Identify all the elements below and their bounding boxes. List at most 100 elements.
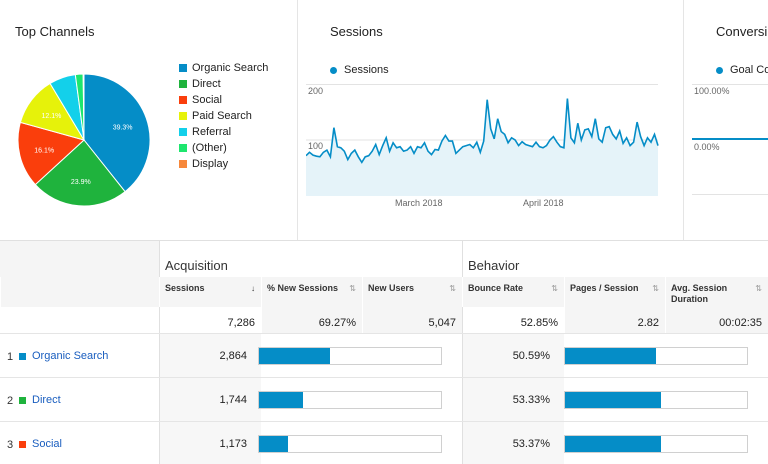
conversions-legend: Goal Co: [716, 64, 768, 76]
table-row: 2 Direct 1,744 53.33%: [0, 377, 768, 421]
row-color-swatch: [19, 353, 26, 360]
header-avg-session-duration[interactable]: Avg. Session Duration ⇅: [665, 277, 768, 307]
new-sessions-bar-fill: [259, 436, 289, 452]
top-channels-title: Top Channels: [15, 24, 95, 39]
total-pages-per-session: 2.82: [564, 307, 665, 333]
sort-icon[interactable]: ⇅: [449, 284, 456, 293]
total-sessions: 7,286: [159, 307, 261, 333]
sessions-x-tick-march: March 2018: [395, 198, 443, 208]
legend-swatch: [179, 112, 187, 120]
new-sessions-bar-fill: [259, 392, 303, 408]
row-bounce-rate: 53.37%: [462, 422, 564, 464]
pie-slice[interactable]: [82, 73, 85, 141]
sort-icon[interactable]: ⇅: [349, 284, 356, 293]
sessions-legend: Sessions: [330, 64, 389, 76]
conversions-legend-dot: [716, 66, 723, 74]
conversions-y-tick-100: 100.00%: [694, 86, 730, 96]
header-sessions[interactable]: Sessions ↓: [159, 277, 261, 307]
pages-per-session-bar: [564, 435, 748, 453]
legend-item: (Other): [179, 140, 268, 156]
pie-slice[interactable]: [34, 139, 126, 207]
sessions-y-tick-100: 100: [308, 141, 324, 151]
header-avg-duration-label: Avg. Session Duration: [671, 283, 728, 304]
totals-label-cell: [0, 307, 159, 333]
header-pct-new-label: % New Sessions: [267, 283, 339, 293]
legend-label: Referral: [192, 126, 232, 138]
total-bounce-rate: 52.85%: [462, 307, 564, 333]
sessions-area-chart: [306, 84, 659, 196]
table-row: 1 Organic Search 2,864 50.59%: [0, 333, 768, 377]
conversions-legend-label: Goal Co: [730, 64, 768, 76]
header-bounce-rate[interactable]: Bounce Rate ⇅: [462, 277, 564, 307]
top-channels-pie-chart: 39.3% 23.9% 16.1% 12.1%: [17, 73, 151, 207]
new-sessions-bar: [258, 347, 442, 365]
row-color-swatch: [19, 397, 26, 404]
top-channels-legend: Organic Search Direct Social Paid Search Ref…: [179, 60, 268, 172]
new-sessions-bar-fill: [259, 348, 330, 364]
legend-item: Organic Search: [179, 60, 268, 76]
channel-link[interactable]: Direct: [32, 394, 61, 406]
legend-label: Direct: [192, 78, 221, 90]
top-channels-panel: Top Channels 39.3% 23.9% 16.1% 12.1% Organi…: [0, 0, 296, 240]
total-avg-session-duration: 00:02:35: [665, 307, 768, 333]
conversions-y-tick-0: 0.00%: [694, 142, 720, 152]
pie-slice[interactable]: [17, 121, 86, 186]
pie-slice-label: 23.9%: [71, 179, 91, 186]
table-totals-row: 7,286 69.27% 5,047 52.85% 2.82 00:02:35: [0, 307, 768, 333]
sort-desc-icon[interactable]: ↓: [251, 284, 255, 293]
legend-swatch: [179, 96, 187, 104]
group-spacer: [0, 241, 159, 277]
legend-item: Display: [179, 156, 268, 172]
legend-label: Display: [192, 158, 229, 170]
pages-per-session-bar-fill: [565, 348, 656, 364]
header-new-users-label: New Users: [368, 283, 415, 293]
group-behavior: Behavior: [462, 241, 768, 277]
sessions-legend-dot: [330, 66, 337, 74]
conversions-line-chart: [692, 84, 768, 195]
sort-icon[interactable]: ⇅: [755, 284, 762, 293]
header-sessions-label: Sessions: [165, 283, 205, 293]
header-new-users[interactable]: New Users ⇅: [362, 277, 462, 307]
sessions-x-tick-april: April 2018: [523, 198, 564, 208]
sessions-series-line: [306, 98, 659, 164]
sessions-legend-label: Sessions: [344, 64, 389, 76]
sort-icon[interactable]: ⇅: [652, 284, 659, 293]
conversions-panel: Conversi Goal Co 100.00% 0.00%: [683, 0, 768, 240]
conversions-title: Conversi: [716, 24, 768, 39]
total-pct-new-sessions: 69.27%: [261, 307, 362, 333]
row-sessions: 1,744: [159, 378, 261, 421]
legend-swatch: [179, 144, 187, 152]
pages-per-session-bar: [564, 391, 748, 409]
channel-link[interactable]: Social: [32, 438, 62, 450]
legend-item: Paid Search: [179, 108, 268, 124]
pages-per-session-bar-fill: [565, 392, 662, 408]
row-number: 3: [7, 439, 14, 451]
legend-swatch: [179, 64, 187, 72]
total-new-users: 5,047: [362, 307, 462, 333]
sessions-title: Sessions: [330, 24, 383, 39]
new-sessions-bar: [258, 435, 442, 453]
pie-slice[interactable]: [83, 73, 151, 193]
header-pages-per-session[interactable]: Pages / Session ⇅: [564, 277, 665, 307]
pie-slice-label: 16.1%: [34, 148, 54, 155]
legend-label: Social: [192, 94, 222, 106]
sort-icon[interactable]: ⇅: [551, 284, 558, 293]
sessions-y-tick-200: 200: [308, 86, 324, 96]
pages-per-session-bar: [564, 347, 748, 365]
header-pages-label: Pages / Session: [570, 283, 639, 293]
table-header-row: Sessions ↓ % New Sessions ⇅ New Users ⇅ …: [0, 277, 768, 307]
pie-slice-label: 39.3%: [113, 125, 133, 132]
row-sessions: 1,173: [159, 422, 261, 464]
header-pct-new-sessions[interactable]: % New Sessions ⇅: [261, 277, 362, 307]
legend-item: Social: [179, 92, 268, 108]
row-bounce-rate: 53.33%: [462, 378, 564, 421]
new-sessions-bar: [258, 391, 442, 409]
section-divider: [0, 240, 768, 241]
channel-link[interactable]: Organic Search: [32, 350, 109, 362]
row-number: 2: [7, 395, 14, 407]
pie-slice-label: 12.1%: [42, 113, 62, 120]
legend-label: Organic Search: [192, 62, 269, 74]
table-group-row: Acquisition Behavior: [0, 241, 768, 277]
legend-swatch: [179, 160, 187, 168]
legend-swatch: [179, 128, 187, 136]
